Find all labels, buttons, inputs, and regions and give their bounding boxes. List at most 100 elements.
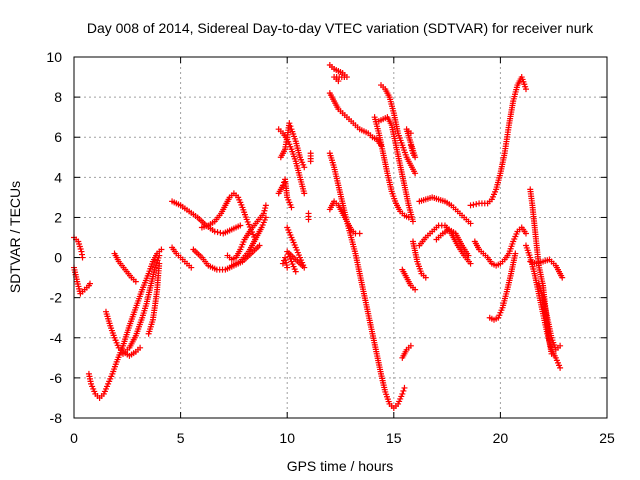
data-point bbox=[557, 364, 564, 371]
data-point bbox=[284, 264, 291, 271]
series-arc19 bbox=[305, 150, 314, 223]
chart-title: Day 008 of 2014, Sidereal Day-to-day VTE… bbox=[87, 20, 594, 36]
series-arc39 bbox=[527, 256, 566, 281]
data-point bbox=[557, 342, 564, 349]
data-point bbox=[261, 207, 268, 214]
data-point bbox=[262, 205, 269, 212]
series-arc14 bbox=[275, 176, 295, 211]
x-tick-label: 20 bbox=[493, 430, 509, 446]
data-point bbox=[422, 274, 429, 281]
data-point bbox=[412, 286, 419, 293]
series-arc27 bbox=[399, 266, 419, 293]
series-arc5 bbox=[111, 250, 139, 285]
data-point bbox=[262, 202, 269, 209]
series-arc21 bbox=[326, 150, 408, 411]
data-point bbox=[156, 252, 163, 259]
data-point bbox=[467, 202, 474, 209]
data-point bbox=[286, 120, 293, 127]
series-arc7 bbox=[145, 260, 163, 337]
y-tick-label: 2 bbox=[54, 209, 62, 225]
data-point bbox=[79, 254, 86, 261]
data-point bbox=[409, 218, 416, 225]
x-tick-label: 25 bbox=[599, 430, 615, 446]
series-arc28 bbox=[399, 342, 414, 361]
y-tick-label: 10 bbox=[46, 49, 62, 65]
series-arc16 bbox=[277, 120, 308, 171]
data-point bbox=[156, 260, 163, 267]
series-arc1 bbox=[71, 234, 86, 261]
y-tick-label: 4 bbox=[54, 169, 62, 185]
axis-ticks bbox=[73, 56, 608, 419]
data-point bbox=[407, 342, 414, 349]
data-point bbox=[400, 387, 407, 394]
series-arc24 bbox=[371, 114, 412, 221]
data-point bbox=[256, 242, 263, 249]
series-arc40 bbox=[535, 280, 564, 353]
plot-frame bbox=[73, 56, 608, 419]
data-point bbox=[237, 222, 244, 229]
data-point bbox=[465, 252, 472, 259]
data-point bbox=[522, 86, 529, 93]
series-arc11 bbox=[198, 190, 259, 243]
x-tick-label: 5 bbox=[177, 430, 185, 446]
series-arc18 bbox=[279, 254, 291, 271]
data-point bbox=[399, 390, 406, 397]
data-point bbox=[307, 150, 314, 157]
data-point bbox=[522, 230, 529, 237]
y-axis-label: SDTVAR / TECUs bbox=[7, 181, 23, 293]
data-point bbox=[137, 344, 144, 351]
data-point bbox=[262, 214, 269, 221]
data-point bbox=[301, 190, 308, 197]
data-point bbox=[467, 260, 474, 267]
data-point bbox=[467, 220, 474, 227]
x-tick-label: 10 bbox=[279, 430, 295, 446]
series-arc23 bbox=[326, 90, 385, 149]
series-arc31 bbox=[409, 238, 429, 281]
data-point bbox=[132, 278, 139, 285]
series-arc13 bbox=[228, 214, 269, 269]
data-point bbox=[407, 130, 414, 137]
data-point bbox=[356, 230, 363, 237]
y-tick-label: 8 bbox=[54, 89, 62, 105]
y-tick-label: -2 bbox=[50, 290, 63, 306]
data-point bbox=[211, 228, 218, 235]
y-tick-label: -8 bbox=[50, 410, 63, 426]
data-point bbox=[412, 170, 419, 177]
series-arc34 bbox=[471, 224, 529, 269]
series-arc12 bbox=[224, 202, 269, 263]
data-point bbox=[260, 210, 267, 217]
series-arc36 bbox=[486, 250, 519, 323]
series-arc17 bbox=[284, 224, 308, 275]
data-point bbox=[401, 384, 408, 391]
data-point bbox=[512, 250, 519, 257]
y-tick-label: -6 bbox=[50, 370, 63, 386]
data-point bbox=[305, 216, 312, 223]
series-arc33 bbox=[433, 226, 472, 259]
data-point bbox=[473, 201, 480, 208]
data-point bbox=[470, 201, 477, 208]
x-tick-labels: 0 5 10 15 20 25 bbox=[70, 430, 615, 446]
data-point bbox=[559, 274, 566, 281]
x-tick-label: 0 bbox=[70, 430, 78, 446]
series-arc35 bbox=[467, 74, 529, 209]
data-point bbox=[335, 78, 342, 85]
series-arc20 bbox=[326, 62, 350, 85]
series-arc9 bbox=[169, 244, 195, 271]
series-arc3 bbox=[85, 246, 165, 401]
series-arc29 bbox=[403, 126, 419, 161]
data-point bbox=[188, 264, 195, 271]
series-arc25 bbox=[375, 114, 416, 225]
y-tick-label: 0 bbox=[54, 250, 62, 266]
data-point bbox=[86, 280, 93, 287]
y-tick-label: 6 bbox=[54, 129, 62, 145]
data-point bbox=[301, 164, 308, 171]
series-arc6 bbox=[120, 252, 163, 357]
data-point bbox=[158, 246, 165, 253]
data-point bbox=[292, 268, 299, 275]
data-point bbox=[288, 204, 295, 211]
data-points bbox=[71, 62, 566, 411]
y-tick-labels: -8 -6 -4 -2 0 2 4 6 8 10 bbox=[46, 49, 62, 426]
series-arc30 bbox=[416, 194, 474, 227]
data-point bbox=[214, 229, 221, 236]
